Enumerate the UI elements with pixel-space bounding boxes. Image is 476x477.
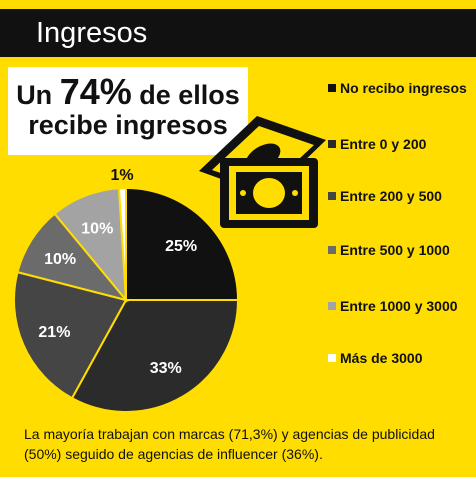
legend-label: Entre 1000 y 3000 [340,298,458,314]
callout-line-1: Un 74% de ellos [8,74,248,111]
pie-slice-label: 10% [44,251,76,268]
legend-swatch [328,354,336,362]
pie-slice-label: 25% [165,238,197,255]
legend-label: Entre 0 y 200 [340,136,427,152]
legend-swatch [328,192,336,200]
footer-note: La mayoría trabajan con marcas (71,3%) y… [24,426,435,462]
legend: No recibo ingresos Entre 0 y 200 Entre 200… [328,0,476,477]
legend-swatch [328,246,336,254]
callout-pre: Un [16,80,60,110]
highlight-callout: Un 74% de ellos recibe ingresos [8,67,248,155]
legend-label: Entre 200 y 500 [340,188,442,204]
money-bills-icon [199,116,326,228]
pie-slice [70,299,240,413]
legend-label: No recibo ingresos [340,80,467,96]
pie-slice-label: 1% [110,167,133,184]
pie-labels: 25% 33% 21% 10% 10% 1% [38,167,197,377]
legend-swatch [328,302,336,310]
pie-slice-label: 21% [38,324,70,341]
pie-slice [125,186,240,301]
callout-line-2: recibe ingresos [28,110,228,140]
legend-label: Entre 500 y 1000 [340,242,450,258]
pie-slice [13,270,128,400]
pie-slice-label: 33% [150,360,182,377]
pie-slices [13,186,240,413]
pie-slice-label: 10% [81,220,113,237]
pie-slice [117,186,127,301]
callout-big-number: 74% [59,71,132,112]
header-bar: Ingresos [0,9,476,57]
legend-label: Más de 3000 [340,350,423,366]
callout-post: de ellos [131,80,240,110]
legend-swatch [328,84,336,92]
legend-swatch [328,140,336,148]
page-title: Ingresos [36,17,148,49]
